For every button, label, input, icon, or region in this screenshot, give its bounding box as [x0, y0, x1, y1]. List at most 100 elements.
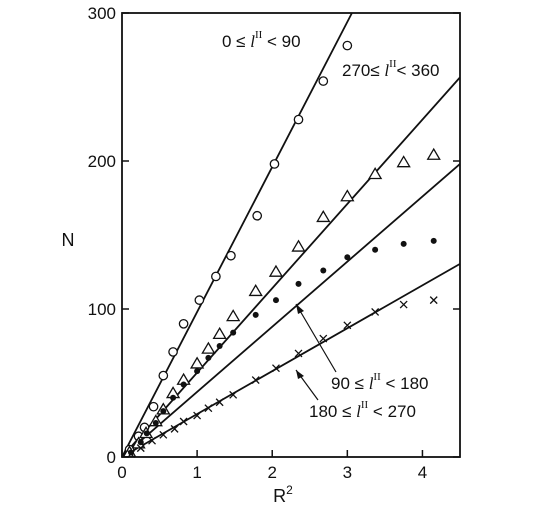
annotation-series-3-post: < 180: [381, 374, 429, 393]
data-point: [194, 368, 201, 375]
data-point: [342, 40, 353, 51]
data-point: [180, 381, 187, 388]
data-point: [252, 210, 263, 221]
x-tick-label: 0: [117, 463, 126, 482]
series-4-points: [127, 296, 438, 458]
y-tick-label: 100: [88, 300, 116, 319]
annotation-series-3-pre: 90 ≤: [331, 374, 369, 393]
annotation-series-3-l: l: [369, 374, 374, 393]
data-point: [426, 147, 441, 160]
data-point: [320, 267, 327, 274]
x-tick-label: 2: [267, 463, 276, 482]
annotation-series-1-post: < 90: [262, 32, 300, 51]
y-tick-label: 300: [88, 4, 116, 23]
data-point: [344, 254, 351, 261]
data-point: [316, 209, 331, 223]
data-point: [229, 390, 238, 399]
data-point: [212, 326, 227, 340]
annotation-series-2: 270≤ lII< 360: [342, 58, 440, 80]
data-point: [148, 401, 159, 412]
data-point: [319, 334, 328, 343]
data-point: [152, 419, 159, 426]
data-point: [372, 246, 379, 253]
fit-lines: [121, 12, 461, 458]
annotation-series-1-pre: 0 ≤: [222, 32, 250, 51]
data-point: [170, 424, 179, 433]
data-point: [159, 430, 168, 439]
data-point: [204, 404, 213, 413]
annotation-series-4-l: l: [356, 402, 361, 421]
x-tick-label: 3: [343, 463, 352, 482]
data-point: [272, 297, 279, 304]
data-point: [343, 321, 352, 330]
fit-line-series-4: [121, 263, 461, 458]
annotation-series-2-sup: II: [389, 58, 397, 70]
data-point: [295, 280, 302, 287]
y-tick-label: 200: [88, 152, 116, 171]
annotation-series-2-l: l: [384, 61, 389, 80]
data-point: [230, 329, 237, 336]
data-point: [269, 159, 280, 169]
data-point: [179, 417, 188, 426]
y-axis: 0 100 200 300: [88, 4, 460, 467]
data-point: [340, 189, 355, 202]
fit-line-series-1: [121, 12, 353, 458]
data-point: [178, 318, 189, 329]
data-point: [371, 308, 380, 316]
data-point: [215, 398, 224, 407]
data-point: [189, 356, 205, 369]
data-point: [272, 364, 280, 373]
data-point: [430, 237, 437, 244]
x-axis-title: R2: [273, 483, 293, 506]
data-point: [143, 430, 150, 437]
annotation-series-3-sup: II: [373, 371, 381, 383]
data-point: [201, 341, 216, 354]
data-point: [396, 155, 411, 168]
data-point: [168, 347, 178, 357]
annotation-series-1-sup: II: [255, 29, 263, 41]
data-point: [136, 444, 145, 453]
data-point: [252, 311, 259, 318]
x-axis-title-exponent: 2: [286, 483, 293, 497]
data-point: [170, 394, 177, 401]
annotation-arrowhead-series-3: [296, 304, 304, 314]
data-point: [216, 343, 223, 349]
annotation-series-2-post: < 360: [396, 61, 439, 80]
data-point: [160, 408, 167, 415]
data-point: [226, 250, 236, 261]
y-tick-label: 0: [107, 448, 116, 467]
data-point: [194, 295, 205, 305]
x-axis: 0 1 2 3 4: [117, 450, 427, 482]
data-point: [268, 264, 284, 277]
annotation-series-1: 0 ≤ lII < 90: [222, 29, 301, 51]
x-axis-title-base: R: [273, 486, 286, 506]
annotation-series-2-pre: 270≤: [342, 61, 384, 80]
data-point: [193, 411, 202, 420]
data-point: [248, 283, 263, 297]
fit-line-series-3: [121, 163, 461, 458]
annotation-series-4-sup: II: [361, 399, 369, 411]
annotation-series-4: 180 ≤ lII < 270: [309, 399, 416, 421]
y-axis-title: N: [62, 230, 75, 250]
data-point: [158, 370, 169, 381]
annotation-series-4-pre: 180 ≤: [309, 402, 356, 421]
annotation-series-1-l: l: [250, 32, 255, 51]
data-point: [294, 349, 303, 358]
series-1-points: [124, 40, 353, 455]
data-points: [122, 40, 441, 458]
annotation-series-4-post: < 270: [368, 402, 416, 421]
fit-line-series-2: [121, 76, 461, 458]
data-point: [293, 114, 304, 125]
data-point: [211, 271, 221, 282]
x-tick-label: 1: [192, 463, 201, 482]
x-tick-label: 4: [418, 463, 427, 482]
annotation-arrowhead-series-4: [296, 370, 304, 379]
data-point: [399, 300, 408, 309]
data-point: [291, 239, 306, 252]
series-3-points: [128, 237, 437, 456]
data-point: [429, 296, 438, 305]
data-point: [251, 376, 260, 384]
annotation-series-3: 90 ≤ lII < 180: [331, 371, 429, 393]
data-point: [400, 240, 407, 247]
